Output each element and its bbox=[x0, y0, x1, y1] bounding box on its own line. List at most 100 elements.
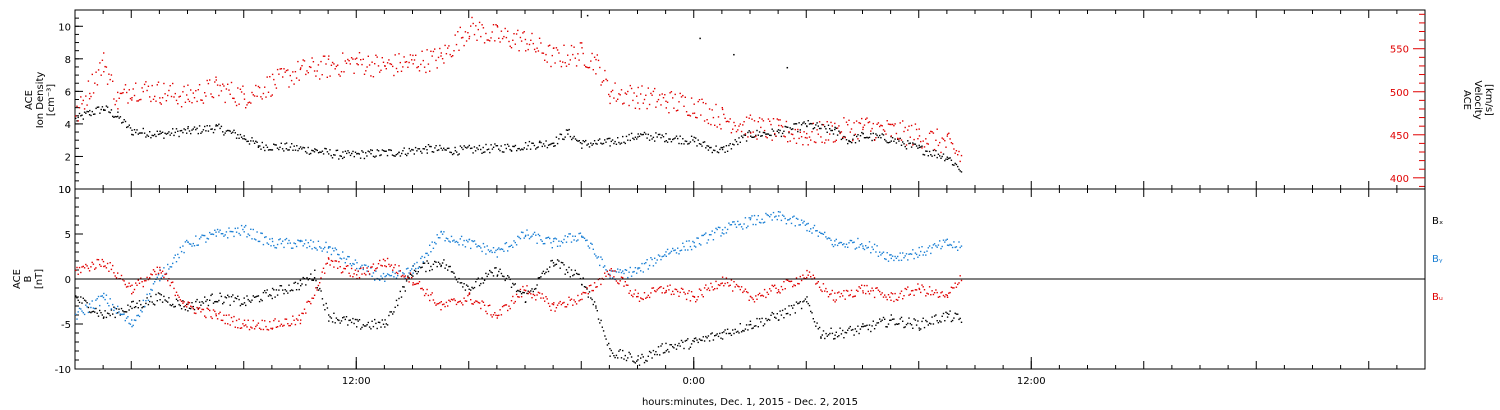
density-point bbox=[374, 156, 376, 158]
By-point bbox=[913, 257, 915, 260]
Bz-point bbox=[229, 324, 231, 326]
velocity-point bbox=[523, 31, 525, 33]
velocity-point bbox=[223, 85, 225, 87]
Bz-point bbox=[198, 307, 201, 309]
Bz-point bbox=[117, 272, 119, 274]
density-point bbox=[246, 140, 248, 143]
density-point bbox=[154, 133, 156, 136]
By-point bbox=[849, 239, 851, 242]
velocity-point bbox=[319, 78, 321, 80]
Bx-point bbox=[440, 265, 442, 268]
density-point bbox=[596, 143, 598, 145]
density-point bbox=[391, 154, 394, 156]
velocity-point bbox=[165, 100, 168, 102]
Bz-point bbox=[777, 289, 780, 291]
By-point bbox=[353, 263, 355, 265]
Bx-point bbox=[345, 316, 348, 318]
Bx-point bbox=[592, 303, 594, 306]
By-point bbox=[398, 270, 400, 272]
Bx-point bbox=[817, 328, 819, 330]
Bz-point bbox=[322, 267, 325, 269]
By-point bbox=[528, 237, 531, 240]
velocity-point bbox=[559, 60, 561, 62]
Bx-point bbox=[375, 322, 377, 325]
density-point bbox=[637, 133, 639, 135]
Bz-point bbox=[215, 313, 217, 315]
Bz-point bbox=[457, 301, 459, 304]
velocity-point bbox=[608, 93, 610, 96]
Bx-point bbox=[472, 287, 474, 290]
velocity-point bbox=[201, 99, 203, 101]
density-point bbox=[662, 136, 665, 138]
density-point bbox=[733, 144, 735, 146]
By-point bbox=[914, 252, 917, 254]
density-point bbox=[668, 138, 670, 140]
density-point bbox=[140, 132, 142, 134]
By-point bbox=[462, 244, 464, 246]
Bz-point bbox=[624, 281, 626, 283]
density-point bbox=[313, 151, 316, 153]
Bz-point bbox=[491, 316, 493, 318]
Bz-point bbox=[256, 324, 258, 326]
By-point bbox=[294, 243, 297, 245]
By-point bbox=[678, 253, 680, 255]
By-point bbox=[150, 288, 152, 291]
By-point bbox=[417, 267, 419, 269]
velocity-point bbox=[423, 66, 426, 68]
By-point bbox=[891, 255, 894, 257]
Bx-point bbox=[195, 300, 197, 303]
Bz-point bbox=[128, 282, 130, 284]
Bx-point bbox=[569, 276, 571, 278]
velocity-point bbox=[763, 129, 766, 132]
By-point bbox=[524, 235, 527, 238]
Bz-point bbox=[627, 284, 629, 286]
By-point bbox=[535, 234, 537, 236]
Bx-point bbox=[740, 331, 743, 333]
Bx-point bbox=[465, 284, 468, 286]
Bz-point bbox=[664, 292, 666, 294]
density-point bbox=[101, 106, 104, 108]
Bz-point bbox=[465, 300, 468, 302]
density-point bbox=[854, 142, 857, 144]
y-tick-label: 10 bbox=[58, 22, 71, 33]
density-point bbox=[640, 133, 642, 135]
density-point bbox=[583, 141, 586, 143]
velocity-point bbox=[578, 59, 580, 61]
By-point bbox=[117, 305, 119, 308]
Bz-point bbox=[503, 305, 505, 307]
By-point bbox=[940, 247, 942, 250]
Bx-point bbox=[101, 314, 103, 316]
Bx-point bbox=[347, 324, 349, 326]
Bz-point bbox=[449, 300, 451, 303]
Bx-point bbox=[230, 296, 233, 298]
density-point bbox=[260, 148, 262, 150]
density-point bbox=[242, 138, 244, 140]
Bx-point bbox=[233, 300, 235, 303]
Bx-point bbox=[412, 275, 414, 277]
Bz-point bbox=[510, 300, 513, 302]
velocity-point bbox=[852, 139, 854, 142]
density-point bbox=[425, 146, 427, 148]
density-point bbox=[449, 151, 451, 153]
Bz-point bbox=[941, 291, 943, 293]
Bx-point bbox=[536, 284, 538, 286]
By-point bbox=[169, 266, 171, 268]
Bz-point bbox=[551, 303, 553, 305]
Bx-point bbox=[558, 260, 560, 262]
By-point bbox=[480, 247, 482, 249]
By-point bbox=[647, 268, 649, 270]
Bx-point bbox=[454, 276, 456, 278]
Bx-point bbox=[463, 283, 465, 285]
Bz-point bbox=[942, 294, 945, 297]
By-point bbox=[499, 248, 501, 251]
density-point bbox=[687, 143, 689, 145]
Bz-point bbox=[954, 282, 956, 284]
velocity-point bbox=[637, 102, 639, 104]
velocity-point bbox=[643, 98, 646, 101]
Bz-point bbox=[647, 294, 649, 297]
By-point bbox=[508, 246, 510, 248]
Bx-point bbox=[810, 310, 812, 313]
velocity-point bbox=[857, 138, 859, 140]
Bx-point bbox=[634, 362, 637, 364]
Bx-point bbox=[371, 320, 373, 322]
